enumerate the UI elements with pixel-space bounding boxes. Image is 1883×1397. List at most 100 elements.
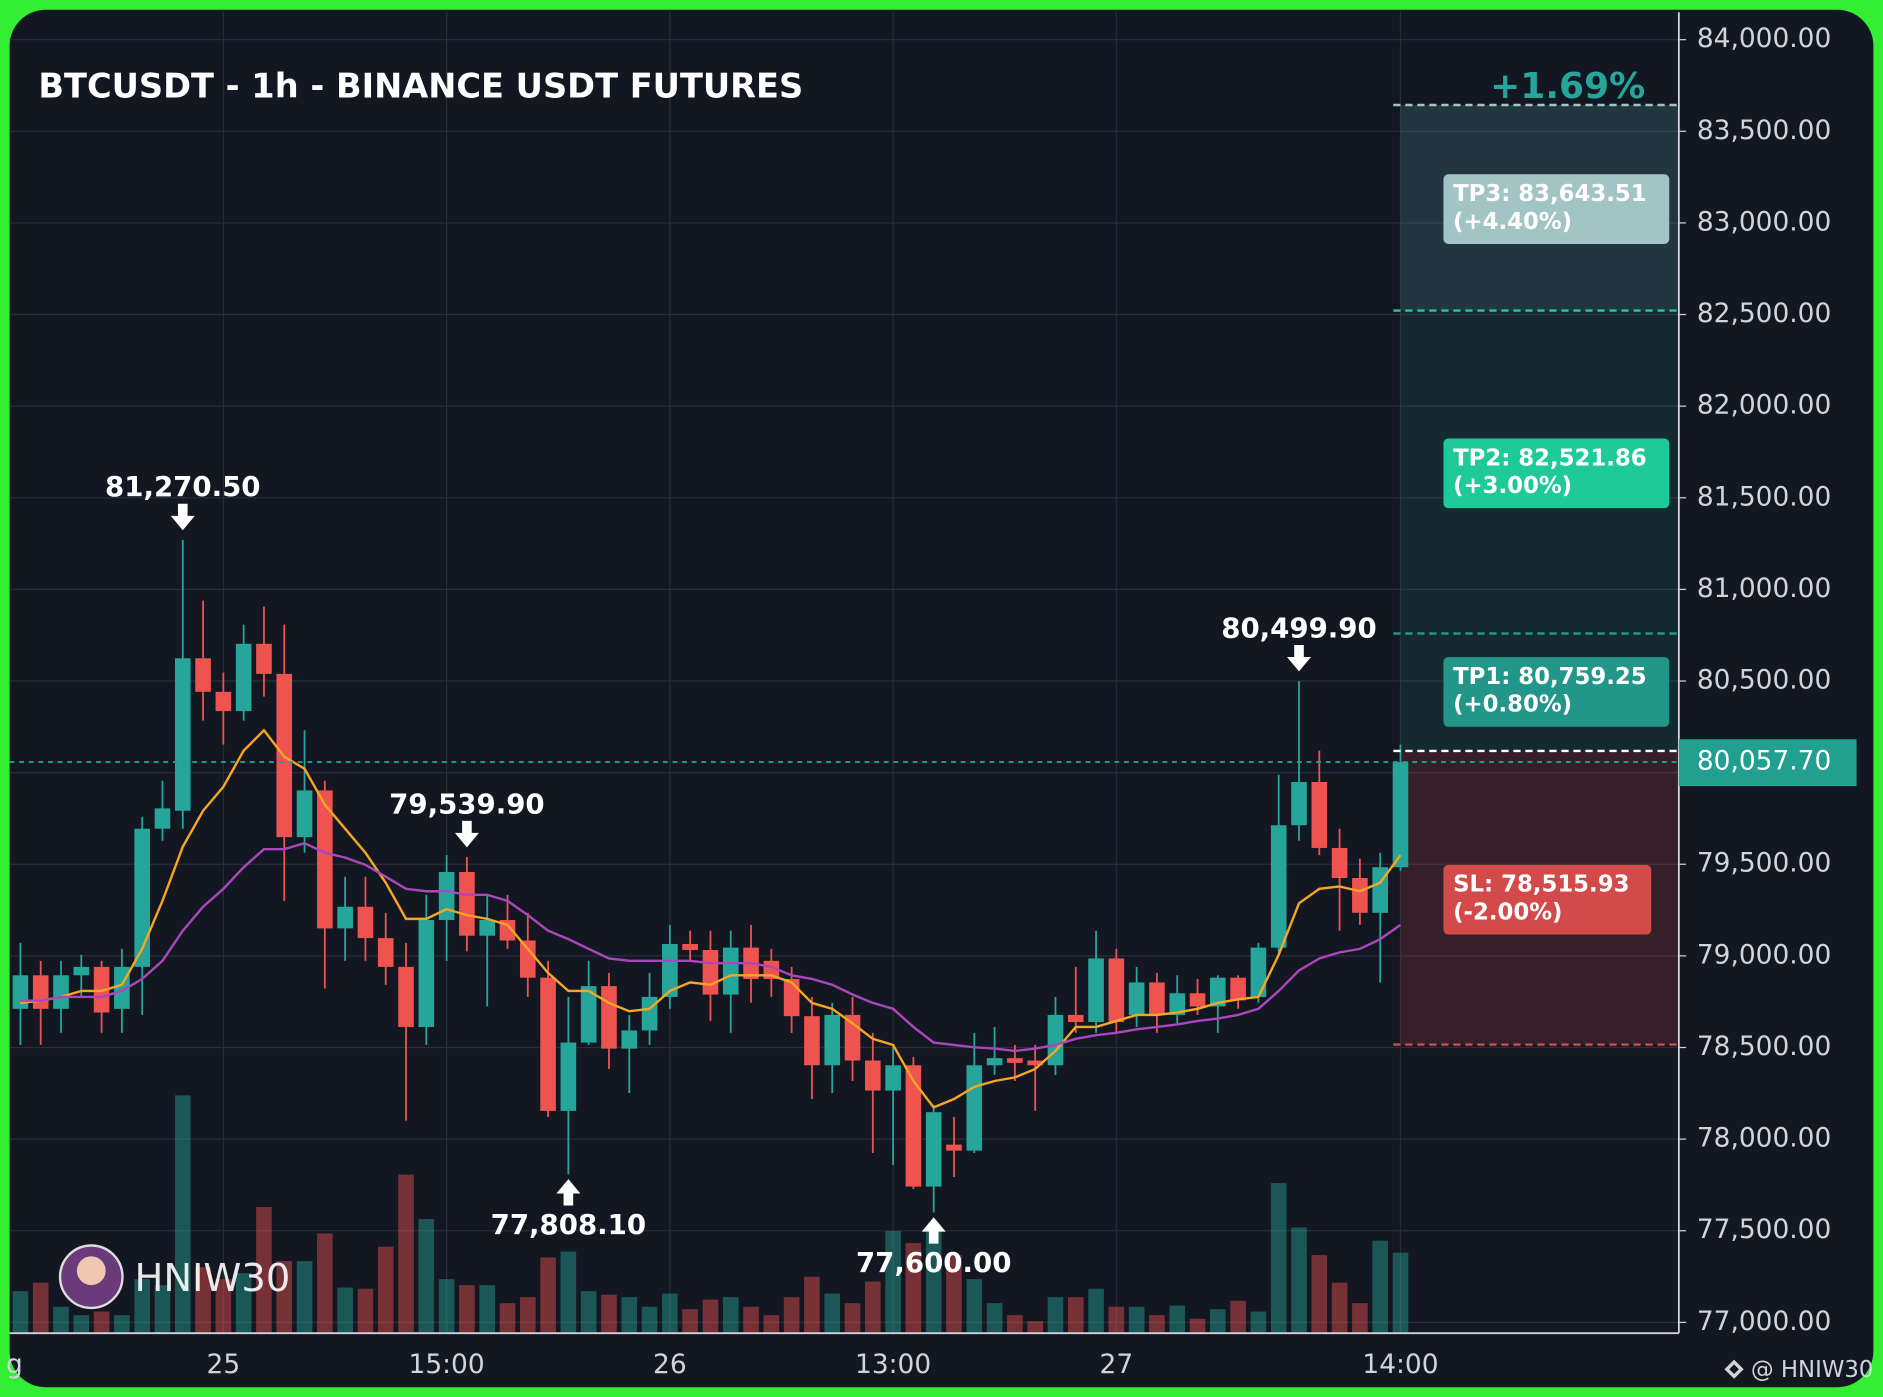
y-tick-label: 80,500.00 [1697,665,1831,696]
candle-body [783,978,800,1017]
annotation-label: 79,539.90 [389,787,544,820]
last-price-box [1678,739,1857,787]
volume-bar [743,1306,759,1334]
target-label: TP2: 82,521.86 [1453,445,1647,471]
annotation-label: 77,808.10 [491,1208,646,1241]
candle-body [1189,993,1206,1007]
volume-bar [1027,1321,1043,1334]
candle-body [1169,993,1186,1015]
volume-bar [1331,1282,1348,1334]
candle-body [844,1014,861,1061]
avatar-face [76,1256,106,1286]
y-tick-label: 81,000.00 [1697,573,1831,604]
annotation-arrow [1286,645,1312,672]
footer: @ HNIW30 [1751,1357,1874,1383]
candle-body [601,986,617,1049]
stop-label: SL: 78,515.93 [1453,872,1629,898]
candle-body [12,975,29,1009]
candle-body [174,658,191,811]
candle-body [540,977,556,1111]
candle-body [682,943,698,951]
volume-bar [195,1267,211,1334]
volume-bar [824,1293,841,1334]
volume-bar [438,1279,455,1334]
candle-body [53,975,69,1009]
x-tick-label: 14:00 [1362,1349,1438,1380]
annotation-arrow [556,1179,581,1206]
candle-body [1331,847,1348,879]
candle-body [154,808,171,829]
y-tick-label: 77,000.00 [1697,1306,1831,1337]
target-label-box [1443,657,1670,727]
target-label: TP1: 80,759.25 [1453,664,1647,690]
stop-label-box [1443,864,1652,935]
candle-body [662,943,678,997]
candle-body [195,658,211,692]
volume-bar [256,1207,272,1334]
candle-body [702,950,719,995]
candle-body [337,906,353,929]
volume-bar [154,1285,171,1334]
candle-body [317,790,333,929]
pnl-label: +1.69% [1490,66,1645,107]
annotation-arrow [921,1217,946,1244]
x-tick-label: 13:00 [855,1349,931,1380]
volume-bar [73,1315,90,1334]
candle-body [256,643,272,674]
x-tick-label: 27 [1100,1349,1134,1380]
volume-bar [641,1306,658,1334]
volume-bar [1392,1252,1409,1334]
candle-body [1291,781,1307,826]
target-pct: (+3.00%) [1453,473,1572,499]
volume-bar [1067,1297,1084,1334]
volume-bar [235,1273,252,1334]
volume-bar [580,1291,597,1334]
target-label-box [1443,438,1670,509]
volume-bar [662,1293,678,1334]
volume-bar [702,1299,719,1334]
watermark: HNIW30 [135,1256,291,1301]
volume-bar [1250,1311,1267,1334]
volume-bar [418,1219,435,1334]
candle-body [73,966,90,976]
candle-body [1311,781,1328,848]
annotation-arrow [170,503,195,531]
volume-bar [601,1294,617,1334]
candle-body [1088,958,1104,1023]
y-tick-label: 83,500.00 [1697,115,1831,146]
volume-bar [783,1297,800,1334]
candle-body [560,1042,577,1111]
candle-body [519,940,536,978]
candle-body [1128,982,1145,1015]
volume-bar [296,1261,313,1334]
candle-body [357,906,374,939]
x-tick-label: g [6,1349,23,1380]
y-tick-label: 81,500.00 [1697,481,1831,512]
volume-bar [459,1285,475,1334]
volume-bar [479,1285,496,1334]
y-tick-label: 77,500.00 [1697,1214,1831,1245]
volume-bar [499,1303,516,1334]
candle-body [865,1060,881,1091]
annotation-label: 81,270.50 [105,470,260,503]
volume-bar [1169,1305,1186,1334]
y-tick-label: 82,500.00 [1697,298,1831,329]
volume-bar [844,1303,861,1334]
candle-body [885,1065,901,1091]
volume-bar [53,1306,69,1334]
y-tick-label: 83,000.00 [1697,206,1831,237]
candle-body [722,947,739,995]
volume-bar [966,1279,983,1334]
annotation-label: 77,600.00 [856,1246,1011,1279]
candle-body [966,1065,983,1151]
candle-body [32,975,49,1009]
candle-body [986,1058,1003,1066]
volume-bar [1149,1315,1165,1334]
moving-average [20,841,1402,1053]
volume-bar [1007,1315,1023,1334]
volume-bar [357,1288,374,1334]
candle-body [377,938,394,967]
candle-body [479,919,496,936]
volume-bar [215,1279,232,1334]
